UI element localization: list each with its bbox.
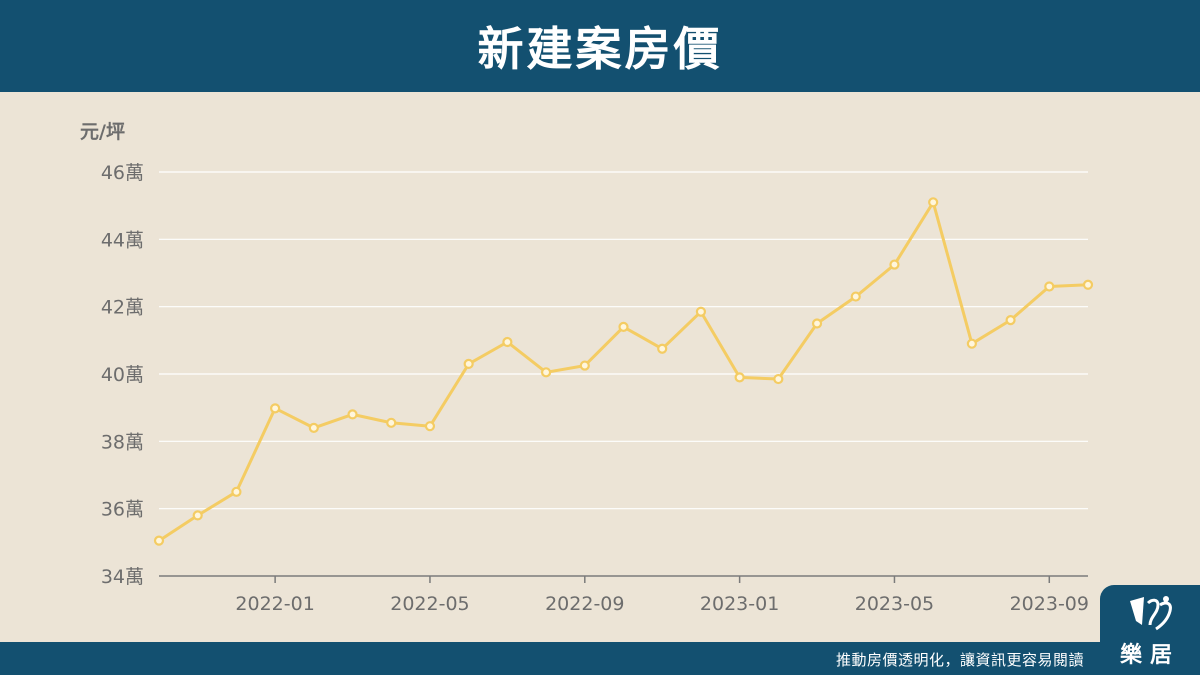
chart-area: 元/坪 34萬 36萬 38萬 40萬 42萬 44萬 46萬 2022-01 2022-05 20… [0, 92, 1200, 642]
x-tick-label: 2023-09 [1010, 593, 1089, 615]
data-point [695, 306, 707, 317]
data-point [424, 421, 436, 432]
data-point [579, 360, 590, 371]
data-point [463, 358, 474, 369]
data-point [540, 367, 552, 378]
series-line [158, 200, 1089, 542]
x-tick-label: 2022-01 [235, 593, 314, 615]
data-point [347, 409, 358, 420]
chart-title: 新建案房價 [477, 22, 723, 76]
data-point [928, 197, 939, 208]
data-point [1005, 315, 1016, 326]
brand-logo: 樂居 [1100, 585, 1200, 675]
header-banner: 新建案房價 [0, 0, 1200, 92]
data-point [734, 372, 745, 383]
line-chart: 元/坪 34萬 36萬 38萬 40萬 42萬 44萬 46萬 2022-01 2022-05 20… [80, 121, 1094, 615]
data-point [889, 259, 900, 270]
data-point [231, 486, 242, 497]
x-tick-label: 2023-05 [855, 593, 934, 615]
data-point [657, 343, 668, 354]
data-point [270, 403, 281, 414]
data-point [811, 318, 823, 329]
footer-slogan: 推動房價透明化，讓資訊更容易閱讀 [835, 651, 1084, 669]
data-point [773, 373, 784, 385]
data-point [1044, 281, 1055, 292]
data-point [850, 291, 861, 302]
y-tick-label: 34萬 [101, 566, 144, 588]
logo-text: 樂居 [1119, 643, 1180, 668]
data-point [502, 336, 513, 348]
data-point [1082, 279, 1094, 290]
logo-mark-icon [1130, 596, 1172, 631]
data-point [308, 422, 319, 433]
y-axis-label: 元/坪 [80, 121, 125, 143]
y-tick-label: 36萬 [101, 499, 144, 521]
data-point [153, 535, 165, 546]
x-tick-label: 2023-01 [700, 593, 779, 615]
x-tick-label: 2022-05 [390, 593, 469, 615]
data-point [386, 417, 397, 428]
data-point [192, 510, 203, 521]
y-tick-label: 38萬 [101, 431, 144, 453]
footer-bar: 推動房價透明化，讓資訊更容易閱讀 [0, 642, 1200, 675]
y-tick-label: 42萬 [101, 297, 144, 319]
data-point [966, 338, 977, 349]
x-tick-label: 2022-09 [545, 593, 624, 615]
y-tick-label: 44萬 [101, 229, 144, 251]
y-tick-label: 46萬 [101, 162, 144, 184]
y-tick-label: 40萬 [101, 364, 144, 386]
data-point [618, 321, 629, 332]
